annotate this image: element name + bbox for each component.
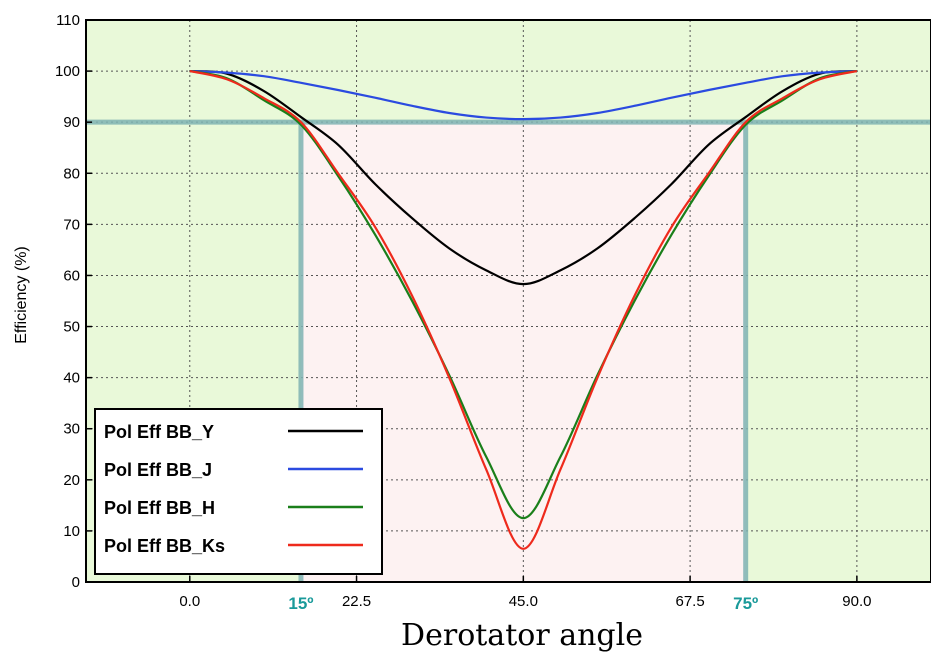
y-tick-label: 90 — [63, 114, 80, 131]
y-tick-label: 0 — [72, 574, 80, 591]
y-tick-label: 40 — [63, 370, 80, 387]
series-line-pol-eff-bb-y — [189, 69, 857, 286]
legend-label: Pol Eff BB_Ks — [104, 536, 225, 556]
x-tick-label: 22.5 — [342, 593, 371, 610]
series-line-pol-eff-bb-h — [189, 70, 858, 520]
plot-frame — [85, 19, 931, 583]
legend-label: Pol Eff BB_H — [104, 498, 215, 518]
legend-label: Pol Eff BB_J — [104, 460, 212, 480]
y-tick-label: 60 — [63, 267, 80, 284]
series-line-pol-eff-bb-j — [189, 69, 857, 121]
x-tick-label: 90.0 — [842, 593, 871, 610]
series-line-pol-eff-bb-ks — [189, 70, 858, 550]
series-layer — [189, 69, 858, 550]
y-tick-label: 80 — [63, 165, 80, 182]
angle-high-annotation: 75º — [733, 594, 758, 613]
legend-box — [94, 408, 383, 575]
x-axis-label: Derotator angle — [401, 618, 643, 653]
y-tick-label: 20 — [63, 472, 80, 489]
tick-layer: 0 10 20 30 40 50 60 70 80 90 100 110 0.0 22.5 45.0 67.5… — [55, 12, 872, 613]
x-tick-label: 67.5 — [675, 593, 704, 610]
y-tick-label: 10 — [63, 523, 80, 540]
frame-layer — [85, 19, 931, 583]
y-tick-label: 50 — [63, 319, 80, 336]
x-tick-label: 45.0 — [509, 593, 538, 610]
angle-low-annotation: 15º — [288, 594, 313, 613]
y-axis-label: Efficiency (%) — [13, 246, 30, 344]
y-tick-label: 30 — [63, 421, 80, 438]
x-tick-label: 0.0 — [179, 593, 200, 610]
y-tick-label: 100 — [55, 63, 80, 80]
legend-label: Pol Eff BB_Y — [104, 422, 214, 442]
legend: Pol Eff BB_Y Pol Eff BB_J Pol Eff BB_H Pol … — [94, 408, 383, 575]
y-tick-label: 70 — [63, 216, 80, 233]
y-tick-label: 110 — [56, 12, 80, 29]
